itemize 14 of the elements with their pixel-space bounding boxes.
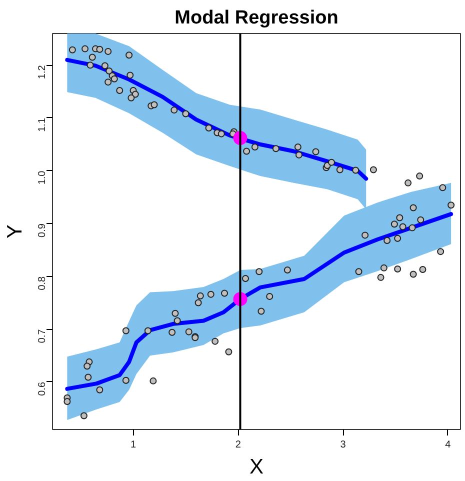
x-tick-label: 3 [340,440,346,450]
y-tick-label: 0.7 [37,328,48,344]
x-tick-label: 4 [445,440,452,450]
y-tick-label: 0.6 [37,382,48,396]
x-axis-title: X [249,456,264,478]
y-axis-title: Y [4,224,26,239]
y-tick-label: 1.0 [37,170,48,185]
y-tick-label: 0.8 [37,276,48,290]
y-tick-label: 1.1 [37,118,48,132]
y-tick-label: 1.2 [37,64,48,80]
x-tick-label: 1 [130,440,136,450]
x-tick-label: 2 [235,440,242,450]
chart-title: Modal Regression [174,8,338,28]
y-tick-label: 0.9 [37,223,48,238]
